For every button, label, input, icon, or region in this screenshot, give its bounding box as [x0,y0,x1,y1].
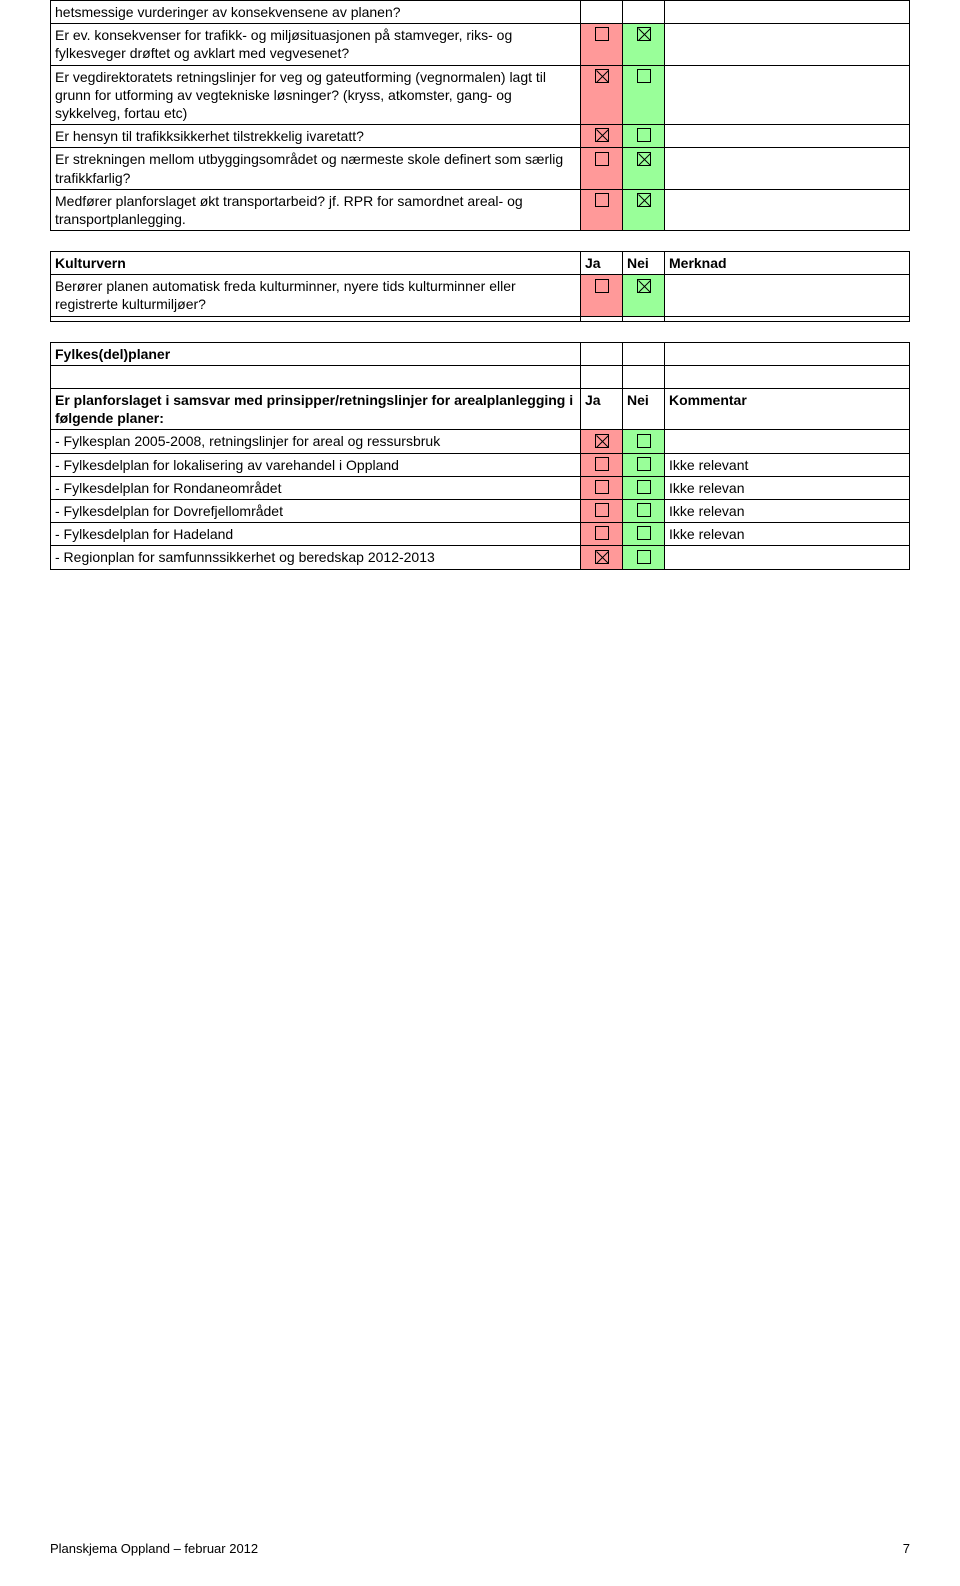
checkbox-checked-icon [637,27,651,41]
checkbox-empty-icon [595,152,609,166]
checkbox-empty-icon [637,128,651,142]
checkbox-empty-icon [637,434,651,448]
checkbox-empty-icon [595,279,609,293]
table-row [51,316,910,321]
section-title: Kulturvern [51,252,581,275]
table-row: - Regionplan for samfunnssikkerhet og be… [51,546,910,569]
checkbox-checked-icon [595,128,609,142]
row-comment: Ikke relevant [665,453,910,476]
checkbox-checked-icon [637,152,651,166]
section-title: Fylkes(del)planer [51,342,581,365]
checkbox-empty-icon [595,193,609,207]
row-text: Berører planen automatisk freda kulturmi… [51,275,581,316]
row-comment: Ikke relevan [665,499,910,522]
table-row: Medfører planforslaget økt transportarbe… [51,189,910,230]
row-text: - Fylkesplan 2005-2008, retningslinjer f… [51,430,581,453]
checkbox-checked-icon [637,279,651,293]
table-header-row: Er planforslaget i samsvar med prinsippe… [51,389,910,430]
table-row: - Fylkesdelplan for Dovrefjellområdet Ikk… [51,499,910,522]
table-header-row: KulturvernJaNeiMerknad [51,252,910,275]
row-text: Medfører planforslaget økt transportarbe… [51,189,581,230]
header-text: Er planforslaget i samsvar med prinsippe… [51,389,581,430]
table-section-1: hetsmessige vurderinger av konsekvensene… [50,0,910,231]
checkbox-empty-icon [637,526,651,540]
checkbox-empty-icon [595,480,609,494]
table-row: Berører planen automatisk freda kulturmi… [51,275,910,316]
footer-page-number: 7 [903,1541,910,1556]
row-comment: Ikke relevan [665,476,910,499]
row-text: Er hensyn til trafikksikkerhet tilstrekk… [51,125,581,148]
checkbox-empty-icon [595,457,609,471]
checkbox-checked-icon [595,550,609,564]
checkbox-empty-icon [595,503,609,517]
row-text: Er ev. konsekvenser for trafikk- og milj… [51,24,581,65]
row-comment [665,430,910,453]
row-text: Er vegdirektoratets retningslinjer for v… [51,65,581,125]
table-row: - Fylkesplan 2005-2008, retningslinjer f… [51,430,910,453]
checkbox-empty-icon [595,526,609,540]
checkbox-checked-icon [637,193,651,207]
table-row: Er strekningen mellom utbyggingsområdet … [51,148,910,189]
table-row: Er hensyn til trafikksikkerhet tilstrekk… [51,125,910,148]
table-row: - Fylkesdelplan for Hadeland Ikke relevan [51,523,910,546]
row-text: Er strekningen mellom utbyggingsområdet … [51,148,581,189]
page-footer: Planskjema Oppland – februar 2012 7 [50,1541,910,1556]
row-text: - Fylkesdelplan for Rondaneområdet [51,476,581,499]
table-row: Er ev. konsekvenser for trafikk- og milj… [51,24,910,65]
table-row: hetsmessige vurderinger av konsekvensene… [51,1,910,24]
row-comment [665,546,910,569]
table-title-row: Fylkes(del)planer [51,342,910,365]
row-text: - Fylkesdelplan for lokalisering av vare… [51,453,581,476]
table-fylkesplaner: Fylkes(del)planer Er planforslaget i sam… [50,342,910,570]
row-text [51,316,581,321]
checkbox-empty-icon [637,69,651,83]
row-text: - Fylkesdelplan for Hadeland [51,523,581,546]
row-text: hetsmessige vurderinger av konsekvensene… [51,1,581,24]
row-text: - Regionplan for samfunnssikkerhet og be… [51,546,581,569]
table-kulturvern: KulturvernJaNeiMerknadBerører planen aut… [50,251,910,322]
row-comment: Ikke relevan [665,523,910,546]
checkbox-empty-icon [637,550,651,564]
checkbox-empty-icon [595,27,609,41]
checkbox-empty-icon [637,457,651,471]
checkbox-checked-icon [595,69,609,83]
table-row: Er vegdirektoratets retningslinjer for v… [51,65,910,125]
checkbox-empty-icon [637,503,651,517]
row-text: - Fylkesdelplan for Dovrefjellområdet [51,499,581,522]
table-row: - Fylkesdelplan for lokalisering av vare… [51,453,910,476]
checkbox-empty-icon [637,480,651,494]
footer-left: Planskjema Oppland – februar 2012 [50,1541,258,1556]
checkbox-checked-icon [595,434,609,448]
table-row: - Fylkesdelplan for Rondaneområdet Ikke r… [51,476,910,499]
